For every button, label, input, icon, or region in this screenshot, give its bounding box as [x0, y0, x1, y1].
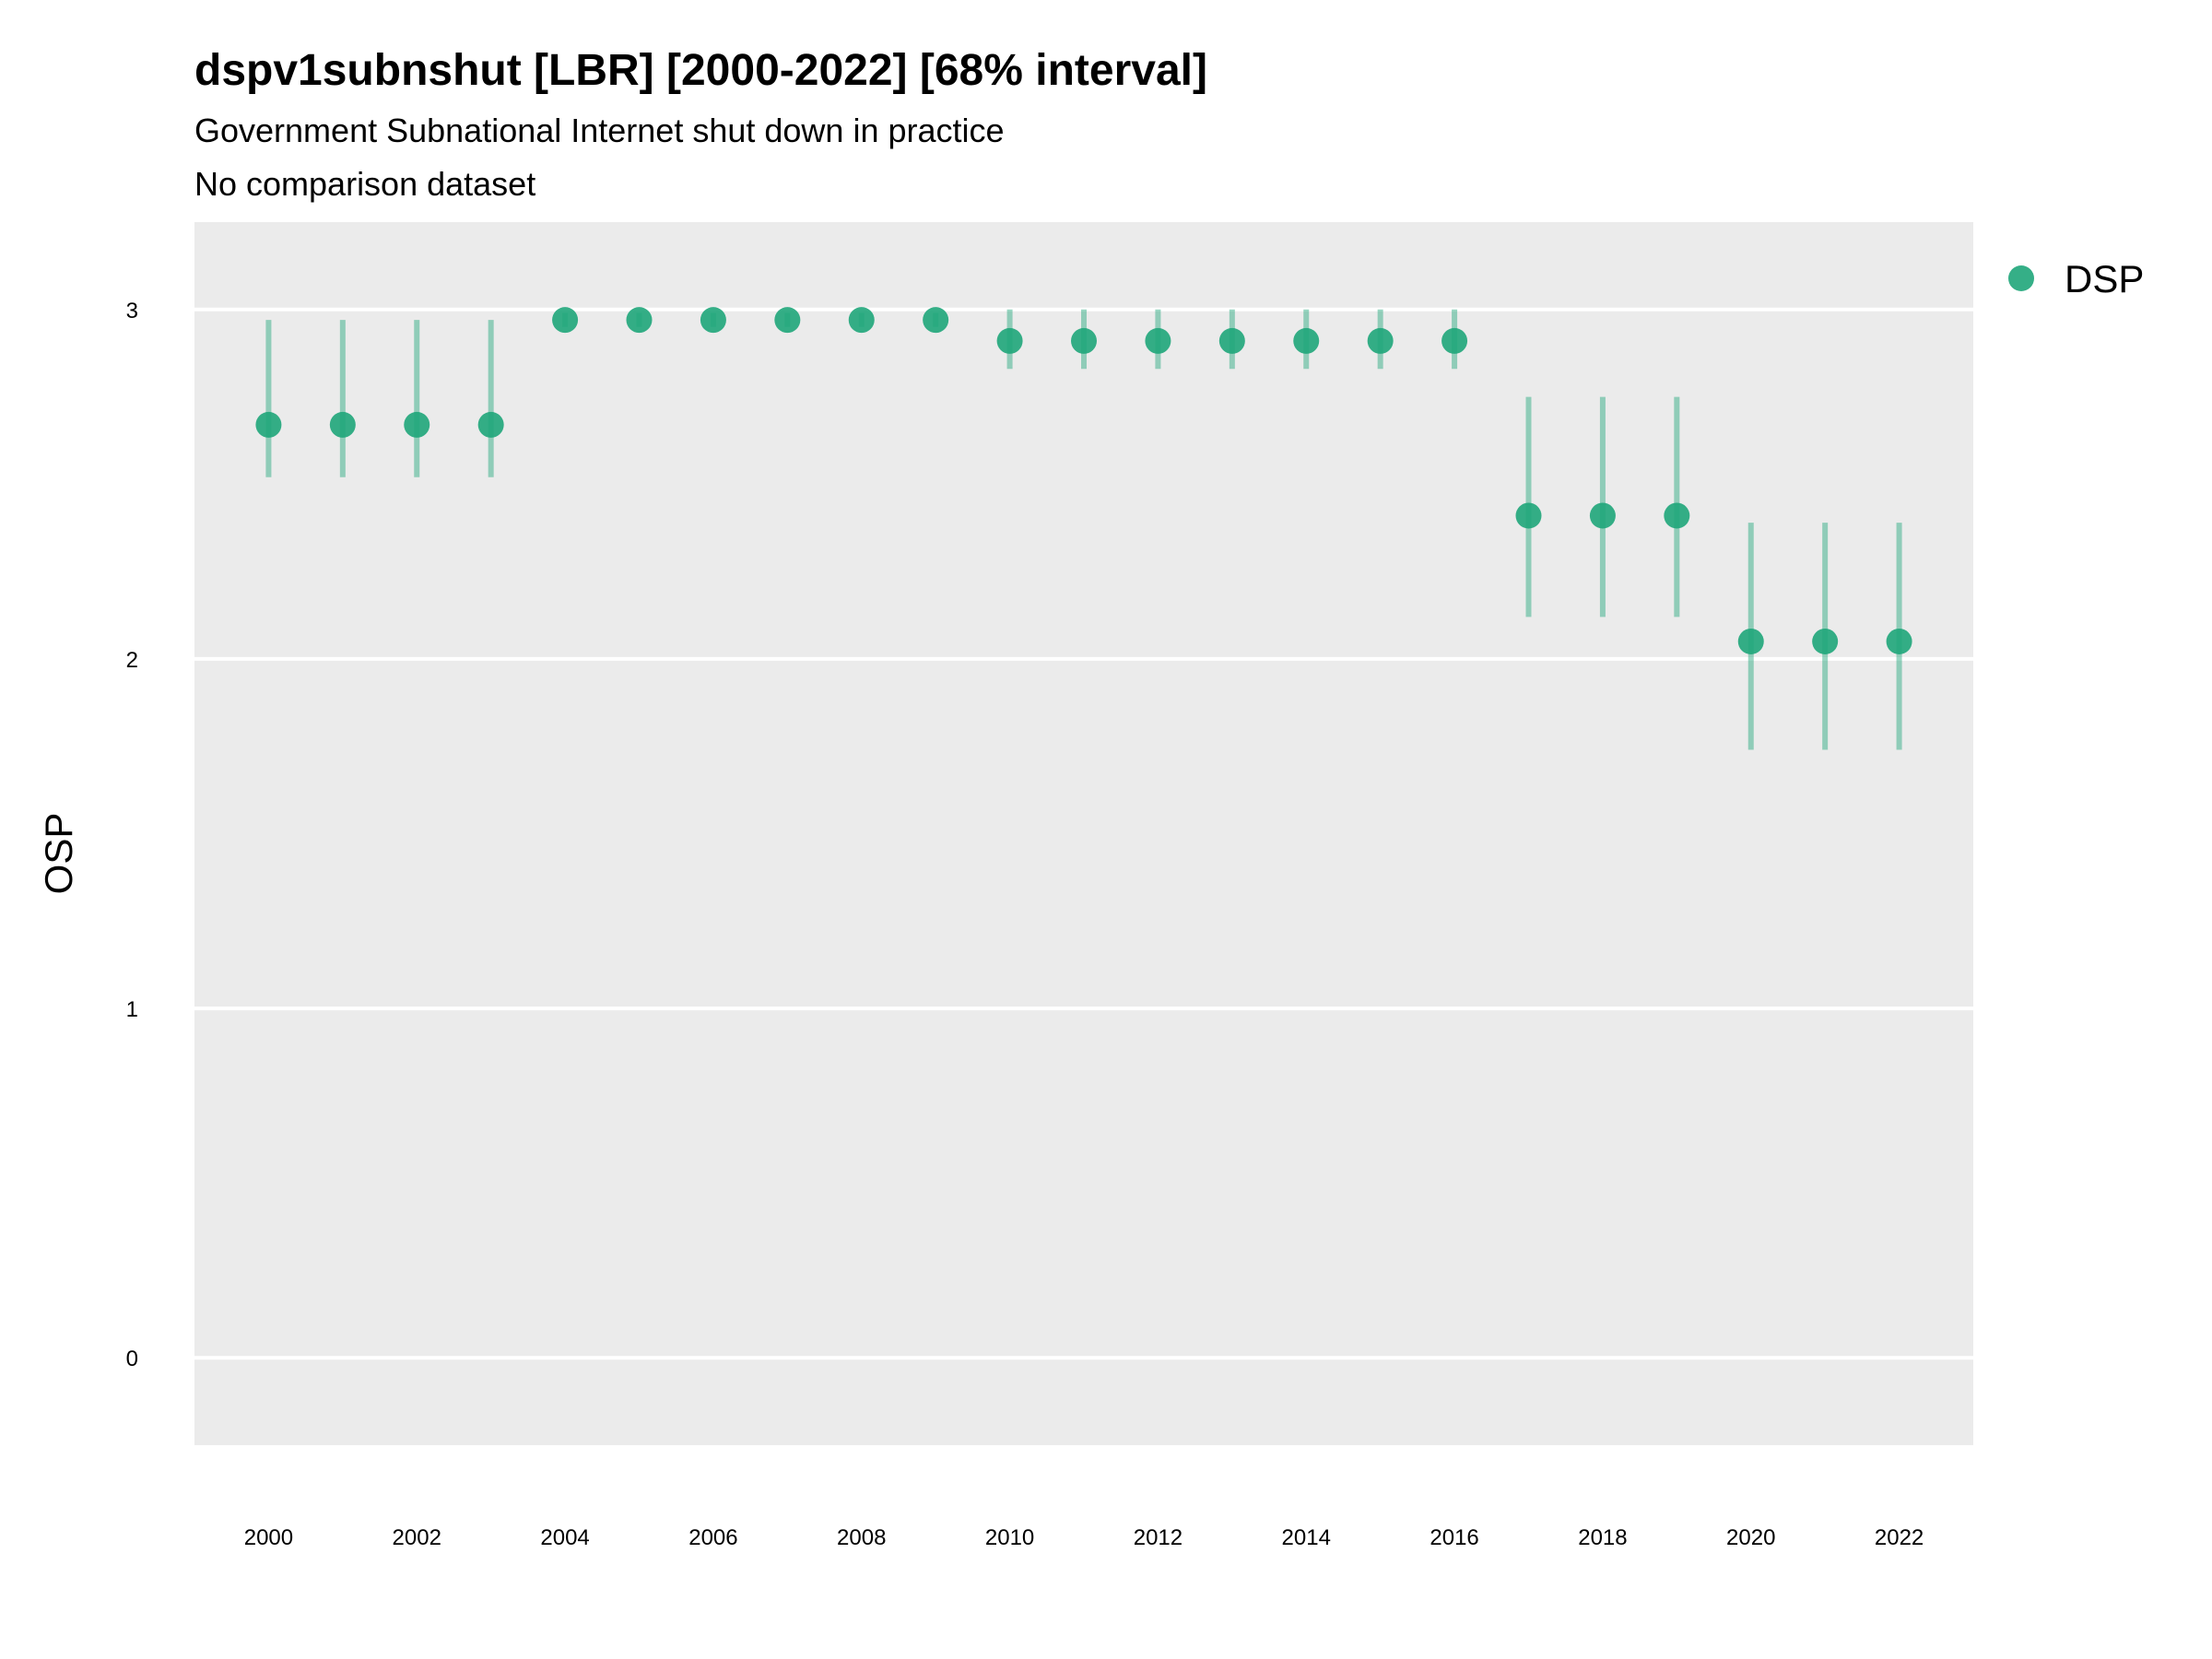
x-tick-label: 2022 [1875, 1525, 1924, 1550]
y-axis-ticks: 0 1 2 3 [126, 299, 138, 1371]
y-tick-label: 3 [126, 299, 138, 324]
x-tick-label: 2000 [244, 1525, 293, 1550]
x-tick-label: 2018 [1578, 1525, 1627, 1550]
x-tick-label: 2008 [837, 1525, 886, 1550]
data-point [1664, 502, 1690, 529]
data-point [626, 307, 653, 334]
legend-key-dsp [2008, 265, 2034, 291]
data-point [1589, 502, 1616, 529]
y-tick-label: 2 [126, 648, 138, 673]
y-tick-label: 0 [126, 1347, 138, 1371]
data-point [1886, 628, 1912, 654]
x-tick-label: 2012 [1134, 1525, 1182, 1550]
x-tick-label: 2010 [985, 1525, 1034, 1550]
data-point [996, 327, 1023, 354]
legend-label-dsp: DSP [2065, 257, 2144, 300]
data-point [1145, 327, 1171, 354]
data-point [1441, 327, 1468, 354]
data-point [1737, 628, 1764, 654]
gridlines [194, 307, 1973, 1360]
data-point [477, 411, 504, 438]
data-point [1293, 327, 1320, 354]
x-tick-label: 2020 [1726, 1525, 1775, 1550]
x-tick-label: 2002 [393, 1525, 441, 1550]
data-point [700, 307, 726, 334]
data-point [1218, 327, 1245, 354]
data-point [1812, 628, 1839, 654]
data-point [404, 411, 430, 438]
legend: DSP [2008, 257, 2144, 300]
x-tick-label: 2006 [688, 1525, 737, 1550]
x-axis-ticks: 2000 2002 2004 2006 2008 2010 2012 2014 2016 2018… [244, 1525, 1924, 1550]
chart-caption: No comparison dataset [194, 165, 535, 203]
x-tick-label: 2014 [1282, 1525, 1331, 1550]
data-point [329, 411, 356, 438]
data-point [1071, 327, 1097, 354]
data-point [552, 307, 579, 334]
x-tick-label: 2004 [540, 1525, 589, 1550]
data-point [255, 411, 282, 438]
data-point [1367, 327, 1394, 354]
plot-panel [194, 222, 1973, 1445]
data-point [848, 307, 875, 334]
chart-title: dspv1subnshut [LBR] [2000-2022] [68% int… [194, 46, 1207, 95]
chart-subtitle: Government Subnational Internet shut dow… [194, 112, 1005, 149]
data-point [923, 307, 949, 334]
y-axis-label: OSP [37, 813, 80, 895]
y-tick-label: 1 [126, 997, 138, 1022]
data-point [774, 307, 801, 334]
x-tick-label: 2016 [1430, 1525, 1478, 1550]
data-point [1515, 502, 1542, 529]
data-marks [255, 307, 1912, 750]
